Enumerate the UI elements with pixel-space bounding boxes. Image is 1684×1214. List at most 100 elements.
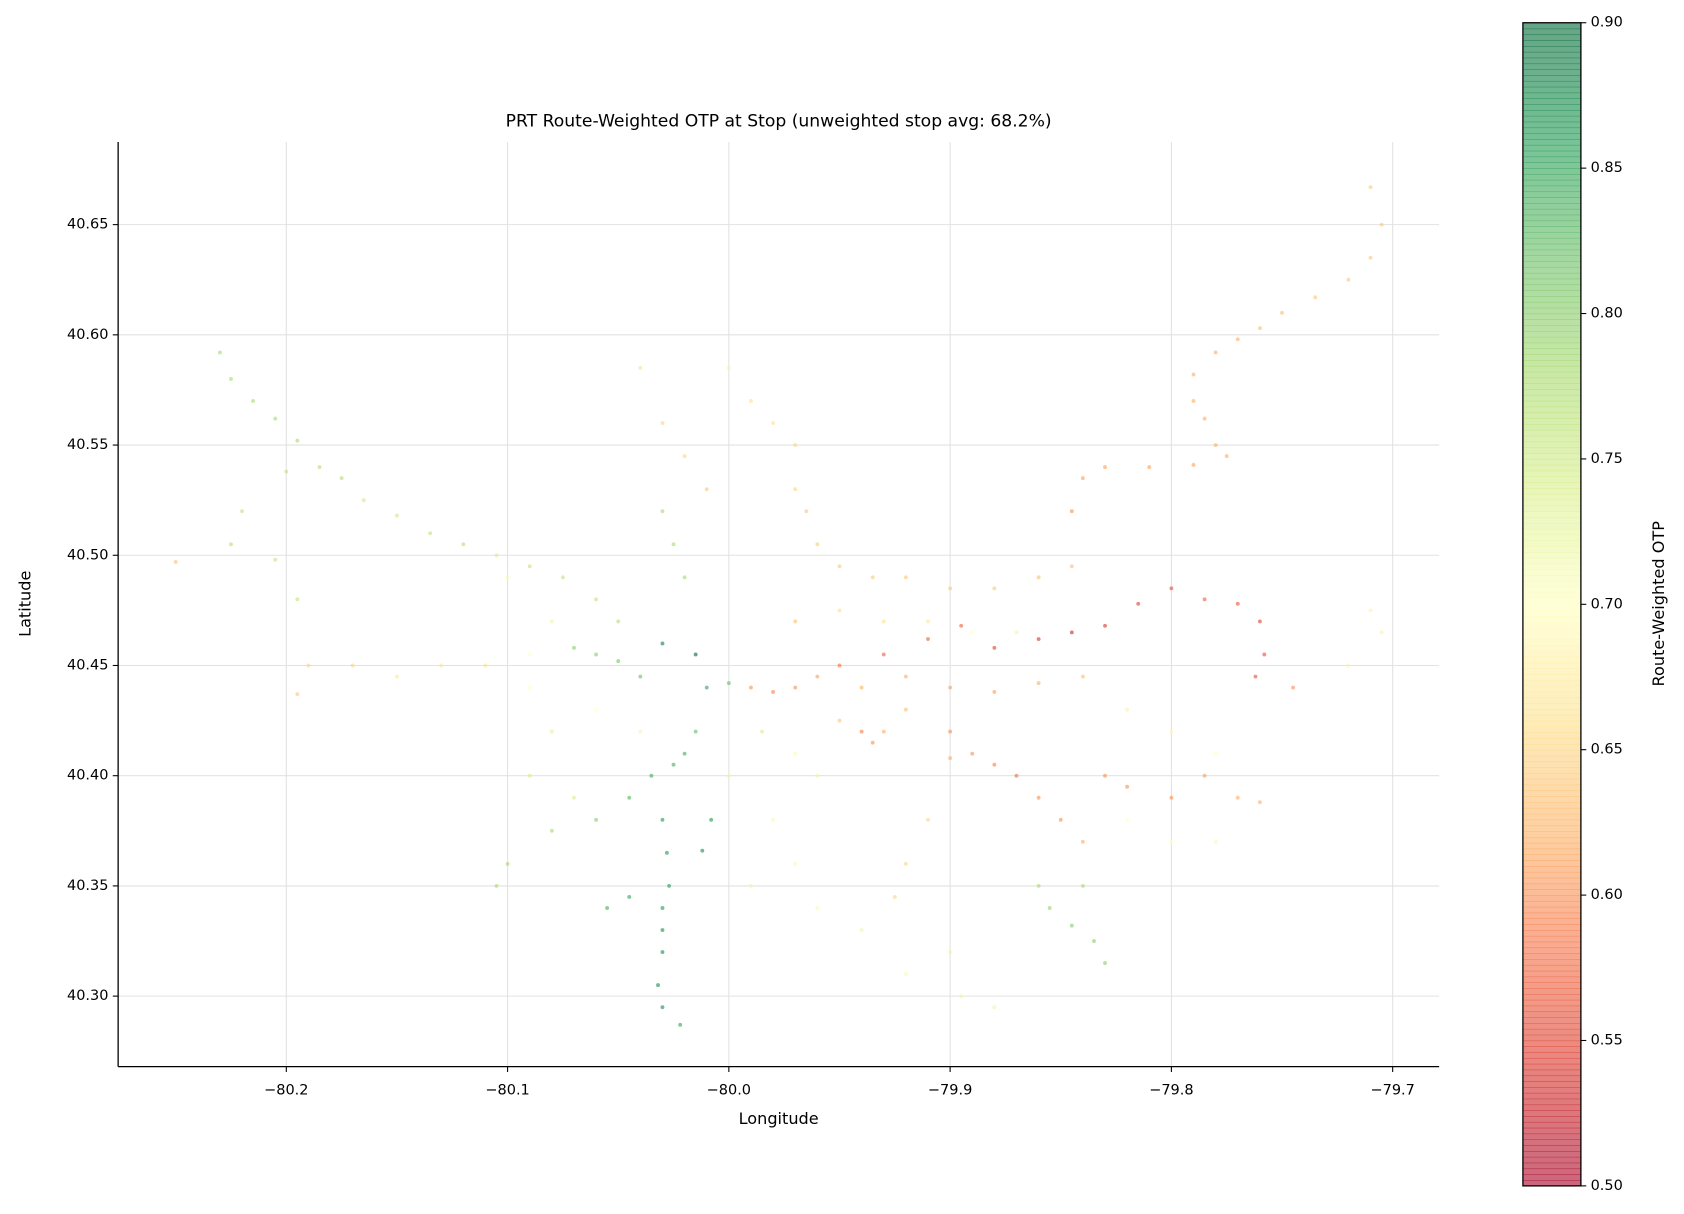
colorbar-segment <box>1522 982 1581 989</box>
colorbar-segment <box>1522 871 1581 879</box>
colorbar-segment <box>1522 662 1581 669</box>
colorbar-segment <box>1522 1052 1581 1059</box>
colorbar-segment <box>1522 214 1581 222</box>
stop-point <box>1036 575 1041 580</box>
colorbar-segment <box>1522 761 1581 768</box>
stop-point <box>815 542 820 547</box>
colorbar-segment <box>1522 121 1581 129</box>
stop-point <box>1280 310 1284 315</box>
colorbar-segment <box>1522 796 1581 803</box>
stop-point <box>1191 399 1196 403</box>
colorbar-segment <box>1522 109 1581 117</box>
colorbar-segment <box>1522 1092 1581 1100</box>
stop-point <box>572 795 576 800</box>
colorbar-segment <box>1522 889 1581 896</box>
grid <box>118 141 1440 1067</box>
stop-point <box>1014 773 1019 778</box>
colorbar-segment <box>1522 802 1581 809</box>
stop-point <box>395 674 399 679</box>
colorbar-segment <box>1522 278 1581 286</box>
stop-point <box>726 681 731 686</box>
colorbar-segment <box>1522 964 1581 972</box>
stop-point <box>926 817 930 822</box>
stop-point <box>627 895 632 899</box>
axes: −80.2 −80.1 −80.0 −79.9 −79.8 −79.7 40.30 40.35… <box>67 141 1440 1098</box>
colorbar-segment <box>1522 883 1581 890</box>
stop-point <box>815 906 820 910</box>
colorbar-segment <box>1522 243 1581 251</box>
colorbar-segment <box>1522 924 1581 931</box>
stop-point <box>660 1005 665 1010</box>
stop-point <box>992 762 997 767</box>
colorbar-segment <box>1522 790 1581 797</box>
colorbar-segment <box>1522 546 1581 553</box>
x-axis-label: Longitude <box>739 1109 819 1128</box>
colorbar-segment <box>1522 505 1581 512</box>
stop-point <box>959 623 964 628</box>
stop-point <box>1202 773 1207 778</box>
colorbar-segment <box>1522 970 1581 978</box>
stop-point <box>306 663 311 668</box>
stop-point <box>339 476 344 481</box>
colorbar-segment <box>1522 104 1581 111</box>
stop-point <box>1262 652 1267 657</box>
colorbar-segment <box>1522 191 1581 198</box>
stop-point <box>1103 465 1107 470</box>
stop-point <box>704 685 709 690</box>
colorbar-segment <box>1522 458 1581 466</box>
stop-point <box>970 751 975 756</box>
stop-point <box>660 950 665 954</box>
stop-point <box>1103 623 1107 628</box>
colorbar-segment <box>1522 330 1581 338</box>
colorbar-segment <box>1522 290 1581 297</box>
x-tick-label: −79.9 <box>928 1082 972 1098</box>
stop-point <box>870 740 875 745</box>
colorbar-segment <box>1522 92 1581 100</box>
stop-point <box>638 365 643 370</box>
colorbar-segment <box>1522 511 1581 518</box>
colorbar-segment <box>1522 929 1581 937</box>
stop-point <box>771 817 776 822</box>
colorbar-segment <box>1522 988 1581 995</box>
stop-point <box>1047 906 1052 910</box>
colorbar-segment <box>1522 255 1581 262</box>
colorbar-segment <box>1522 424 1581 431</box>
colorbar-segment <box>1522 1104 1581 1111</box>
stop-point <box>992 690 997 694</box>
colorbar-segment <box>1522 301 1581 309</box>
colorbar-segment <box>1522 1180 1581 1187</box>
colorbar-segment <box>1522 953 1581 960</box>
colorbar-segment <box>1522 237 1581 245</box>
stop-point <box>428 531 433 536</box>
colorbar-segment <box>1522 726 1581 733</box>
colorbar-segment <box>1522 284 1581 291</box>
stop-point <box>1036 795 1041 800</box>
colorbar-segment <box>1522 697 1581 704</box>
colorbar-segment <box>1522 1162 1581 1170</box>
colorbar-segment <box>1522 173 1581 181</box>
stop-point <box>671 762 676 767</box>
colorbar-segment <box>1522 691 1581 699</box>
colorbar-segment <box>1522 749 1581 757</box>
stop-point <box>572 645 576 650</box>
colorbar-segment <box>1522 470 1581 478</box>
stop-point <box>616 619 621 624</box>
stop-point <box>217 350 222 355</box>
stop-point <box>1257 619 1262 624</box>
colorbar-segment <box>1522 400 1581 408</box>
colorbar-segment <box>1522 418 1581 425</box>
colorbar-segment <box>1522 999 1581 1007</box>
stop-point <box>992 645 997 650</box>
colorbar-segment <box>1522 389 1581 396</box>
stop-point <box>903 972 908 977</box>
colorbar-segment <box>1522 819 1581 826</box>
colorbar-segment <box>1522 51 1581 59</box>
stop-point <box>815 773 820 778</box>
colorbar-segment <box>1522 906 1581 914</box>
colorbar-segment <box>1522 738 1581 745</box>
stop-point <box>793 861 798 866</box>
colorbar-segment <box>1522 540 1581 547</box>
colorbar-segment <box>1522 267 1581 274</box>
colorbar-segment <box>1522 249 1581 257</box>
colorbar-segment <box>1522 1075 1581 1082</box>
